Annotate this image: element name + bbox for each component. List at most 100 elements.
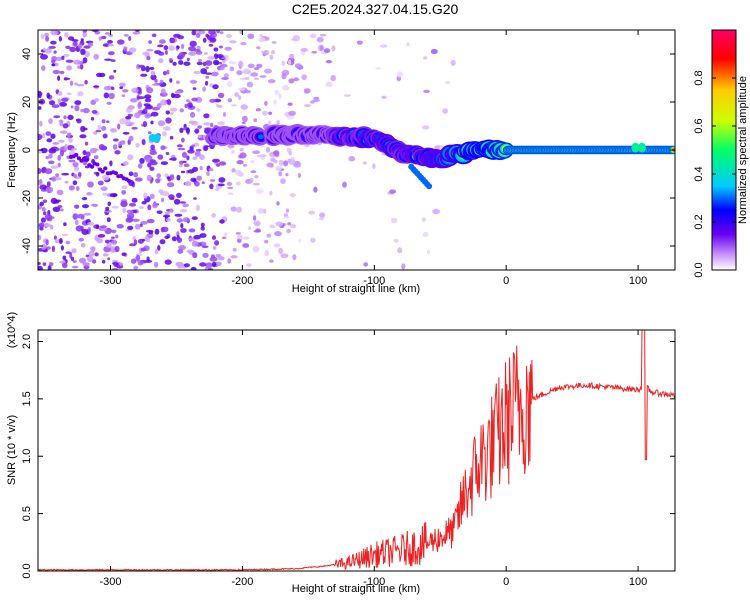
noise-speck	[211, 261, 217, 268]
noise-speck	[137, 102, 143, 109]
noise-speck	[210, 71, 219, 77]
noise-speck	[422, 231, 429, 238]
noise-speck	[240, 77, 246, 81]
noise-speck	[196, 32, 201, 38]
noise-speck	[214, 240, 220, 246]
spectrogram-y-ticks: -40 -20 0 20 40	[21, 48, 675, 254]
noise-speck	[63, 115, 67, 120]
noise-speck	[79, 134, 87, 139]
noise-speck	[285, 173, 289, 177]
noise-speck	[318, 217, 325, 221]
snr-panel: -300 -200 -100 0 100 0.0 0.5 1.0 1.5 2.0 Height …	[6, 312, 676, 595]
noise-speck	[202, 252, 209, 258]
noise-speck	[227, 144, 235, 149]
noise-speck	[102, 133, 108, 139]
noise-speck	[330, 74, 337, 82]
noise-speck	[211, 254, 215, 259]
noise-speck	[73, 40, 78, 47]
noise-speck	[281, 60, 286, 67]
noise-speck	[46, 181, 51, 187]
noise-speck	[187, 183, 192, 186]
noise-speck	[197, 134, 202, 139]
noise-speck	[270, 157, 276, 162]
noise-speck	[64, 180, 69, 184]
noise-speck	[121, 190, 127, 195]
spectrogram-y-label: Frequency (Hz)	[6, 112, 18, 188]
noise-speck	[113, 171, 119, 176]
noise-speck	[209, 179, 216, 182]
x-tick-label: 100	[629, 275, 647, 287]
noise-speck	[252, 150, 261, 154]
noise-speck	[72, 180, 78, 186]
noise-speck	[58, 36, 63, 42]
noise-speck	[92, 259, 97, 264]
colorbar-ticks: 0.0 0.2 0.4 0.6 0.8	[693, 70, 736, 278]
noise-speck	[150, 144, 155, 150]
noise-speck	[285, 208, 290, 213]
noise-speck	[269, 224, 276, 229]
noise-speck	[121, 185, 128, 190]
noise-speck	[122, 207, 126, 214]
noise-speck	[71, 148, 77, 151]
noise-speck	[280, 253, 289, 259]
noise-speck	[119, 118, 126, 125]
noise-speck	[270, 50, 275, 55]
noise-speck	[421, 125, 430, 130]
noise-speck	[84, 141, 89, 146]
noise-speck	[43, 223, 52, 228]
noise-speck	[289, 53, 295, 59]
noise-speck	[49, 100, 55, 106]
noise-speck	[229, 40, 237, 44]
noise-speck	[144, 235, 149, 242]
snr-x-ticks: -300 -200 -100 0 100	[100, 330, 647, 588]
noise-speck	[53, 115, 61, 119]
spectrogram-x-label: Height of straight line (km)	[292, 283, 420, 295]
noise-speck	[157, 44, 164, 48]
noise-speck	[52, 206, 61, 212]
noise-speck	[82, 262, 90, 267]
noise-speck	[87, 42, 94, 47]
noise-speck	[84, 157, 90, 162]
noise-speck	[174, 213, 183, 217]
noise-speck	[108, 75, 115, 80]
noise-speck	[100, 186, 108, 191]
noise-speck	[205, 66, 209, 69]
noise-speck	[162, 92, 168, 96]
noise-speck	[381, 95, 387, 100]
spectrogram-x-ticks: -300 -200 -100 0 100	[100, 30, 647, 287]
colorbar-label: Normalized spectral amplitude	[737, 76, 749, 224]
noise-speck	[44, 214, 53, 220]
noise-speck	[125, 115, 132, 120]
ridge-segment	[638, 142, 647, 153]
noise-speck	[223, 112, 226, 117]
noise-speck	[75, 225, 84, 232]
noise-speck	[363, 262, 369, 267]
noise-speck	[134, 223, 141, 230]
y-tick-label: 2.0	[21, 334, 33, 349]
noise-speck	[205, 60, 213, 66]
noise-speck	[138, 64, 145, 68]
noise-speck	[108, 33, 114, 38]
noise-speck	[289, 193, 296, 198]
noise-speck	[121, 252, 127, 257]
noise-speck	[217, 92, 225, 98]
noise-speck	[120, 200, 128, 208]
ridge-segment	[152, 134, 161, 142]
noise-speck	[44, 48, 52, 54]
noise-speck	[199, 166, 203, 171]
noise-speck	[253, 220, 261, 227]
noise-speck	[150, 74, 157, 81]
noise-speck	[274, 89, 280, 96]
noise-speck	[182, 217, 190, 223]
noise-speck	[250, 160, 255, 163]
noise-speck	[164, 50, 168, 55]
noise-speck	[41, 207, 46, 212]
noise-speck	[93, 155, 99, 160]
noise-speck	[160, 99, 168, 106]
noise-speck	[175, 80, 180, 84]
noise-speck	[104, 239, 110, 244]
noise-speck	[255, 188, 264, 195]
noise-speck	[194, 128, 200, 134]
x-tick-label: -300	[100, 275, 122, 287]
noise-speck	[209, 83, 213, 88]
